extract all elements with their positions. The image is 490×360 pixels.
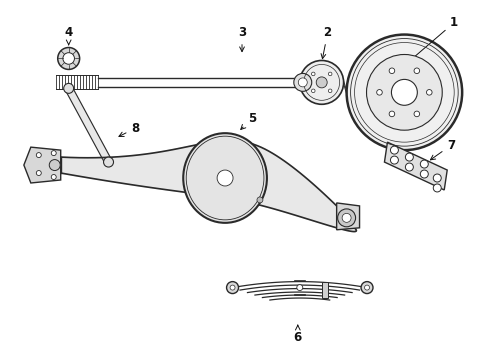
Circle shape	[365, 285, 369, 290]
Circle shape	[361, 282, 373, 293]
Circle shape	[392, 80, 417, 105]
Circle shape	[298, 78, 307, 87]
Text: 6: 6	[294, 325, 302, 344]
Circle shape	[367, 54, 442, 130]
Circle shape	[389, 68, 395, 73]
Circle shape	[426, 90, 432, 95]
Text: 1: 1	[407, 16, 458, 63]
Circle shape	[64, 84, 74, 93]
Circle shape	[49, 159, 60, 171]
Text: 2: 2	[321, 26, 332, 59]
Circle shape	[414, 68, 419, 73]
Ellipse shape	[183, 133, 267, 223]
Circle shape	[294, 73, 312, 91]
Circle shape	[328, 72, 332, 76]
Circle shape	[312, 89, 315, 93]
Circle shape	[420, 160, 428, 168]
Circle shape	[217, 170, 233, 186]
Circle shape	[391, 156, 398, 164]
Polygon shape	[61, 140, 356, 231]
Circle shape	[420, 170, 428, 178]
Circle shape	[297, 285, 303, 291]
Polygon shape	[65, 86, 112, 164]
Circle shape	[312, 72, 315, 76]
Circle shape	[63, 53, 74, 64]
Circle shape	[346, 35, 462, 150]
Text: 5: 5	[241, 112, 256, 130]
Text: 7: 7	[430, 139, 455, 160]
Circle shape	[226, 282, 239, 293]
Circle shape	[51, 150, 56, 156]
Circle shape	[51, 175, 56, 180]
Polygon shape	[322, 282, 328, 298]
Circle shape	[328, 89, 332, 93]
Circle shape	[342, 213, 351, 222]
Circle shape	[58, 48, 80, 69]
Circle shape	[405, 153, 414, 161]
Circle shape	[300, 60, 343, 104]
Polygon shape	[385, 142, 447, 190]
Circle shape	[433, 184, 441, 192]
Text: 4: 4	[65, 26, 73, 45]
Circle shape	[433, 174, 441, 182]
Text: 3: 3	[238, 26, 246, 51]
Circle shape	[414, 111, 419, 117]
Circle shape	[36, 153, 41, 158]
Text: 8: 8	[119, 122, 140, 136]
Polygon shape	[337, 203, 360, 230]
Circle shape	[257, 197, 263, 203]
Circle shape	[405, 163, 414, 171]
Circle shape	[338, 209, 356, 227]
Circle shape	[389, 111, 395, 117]
Circle shape	[391, 146, 398, 154]
Circle shape	[230, 285, 235, 290]
Circle shape	[36, 171, 41, 176]
Circle shape	[103, 157, 114, 167]
Polygon shape	[24, 147, 61, 183]
Circle shape	[316, 77, 327, 88]
Circle shape	[377, 90, 382, 95]
